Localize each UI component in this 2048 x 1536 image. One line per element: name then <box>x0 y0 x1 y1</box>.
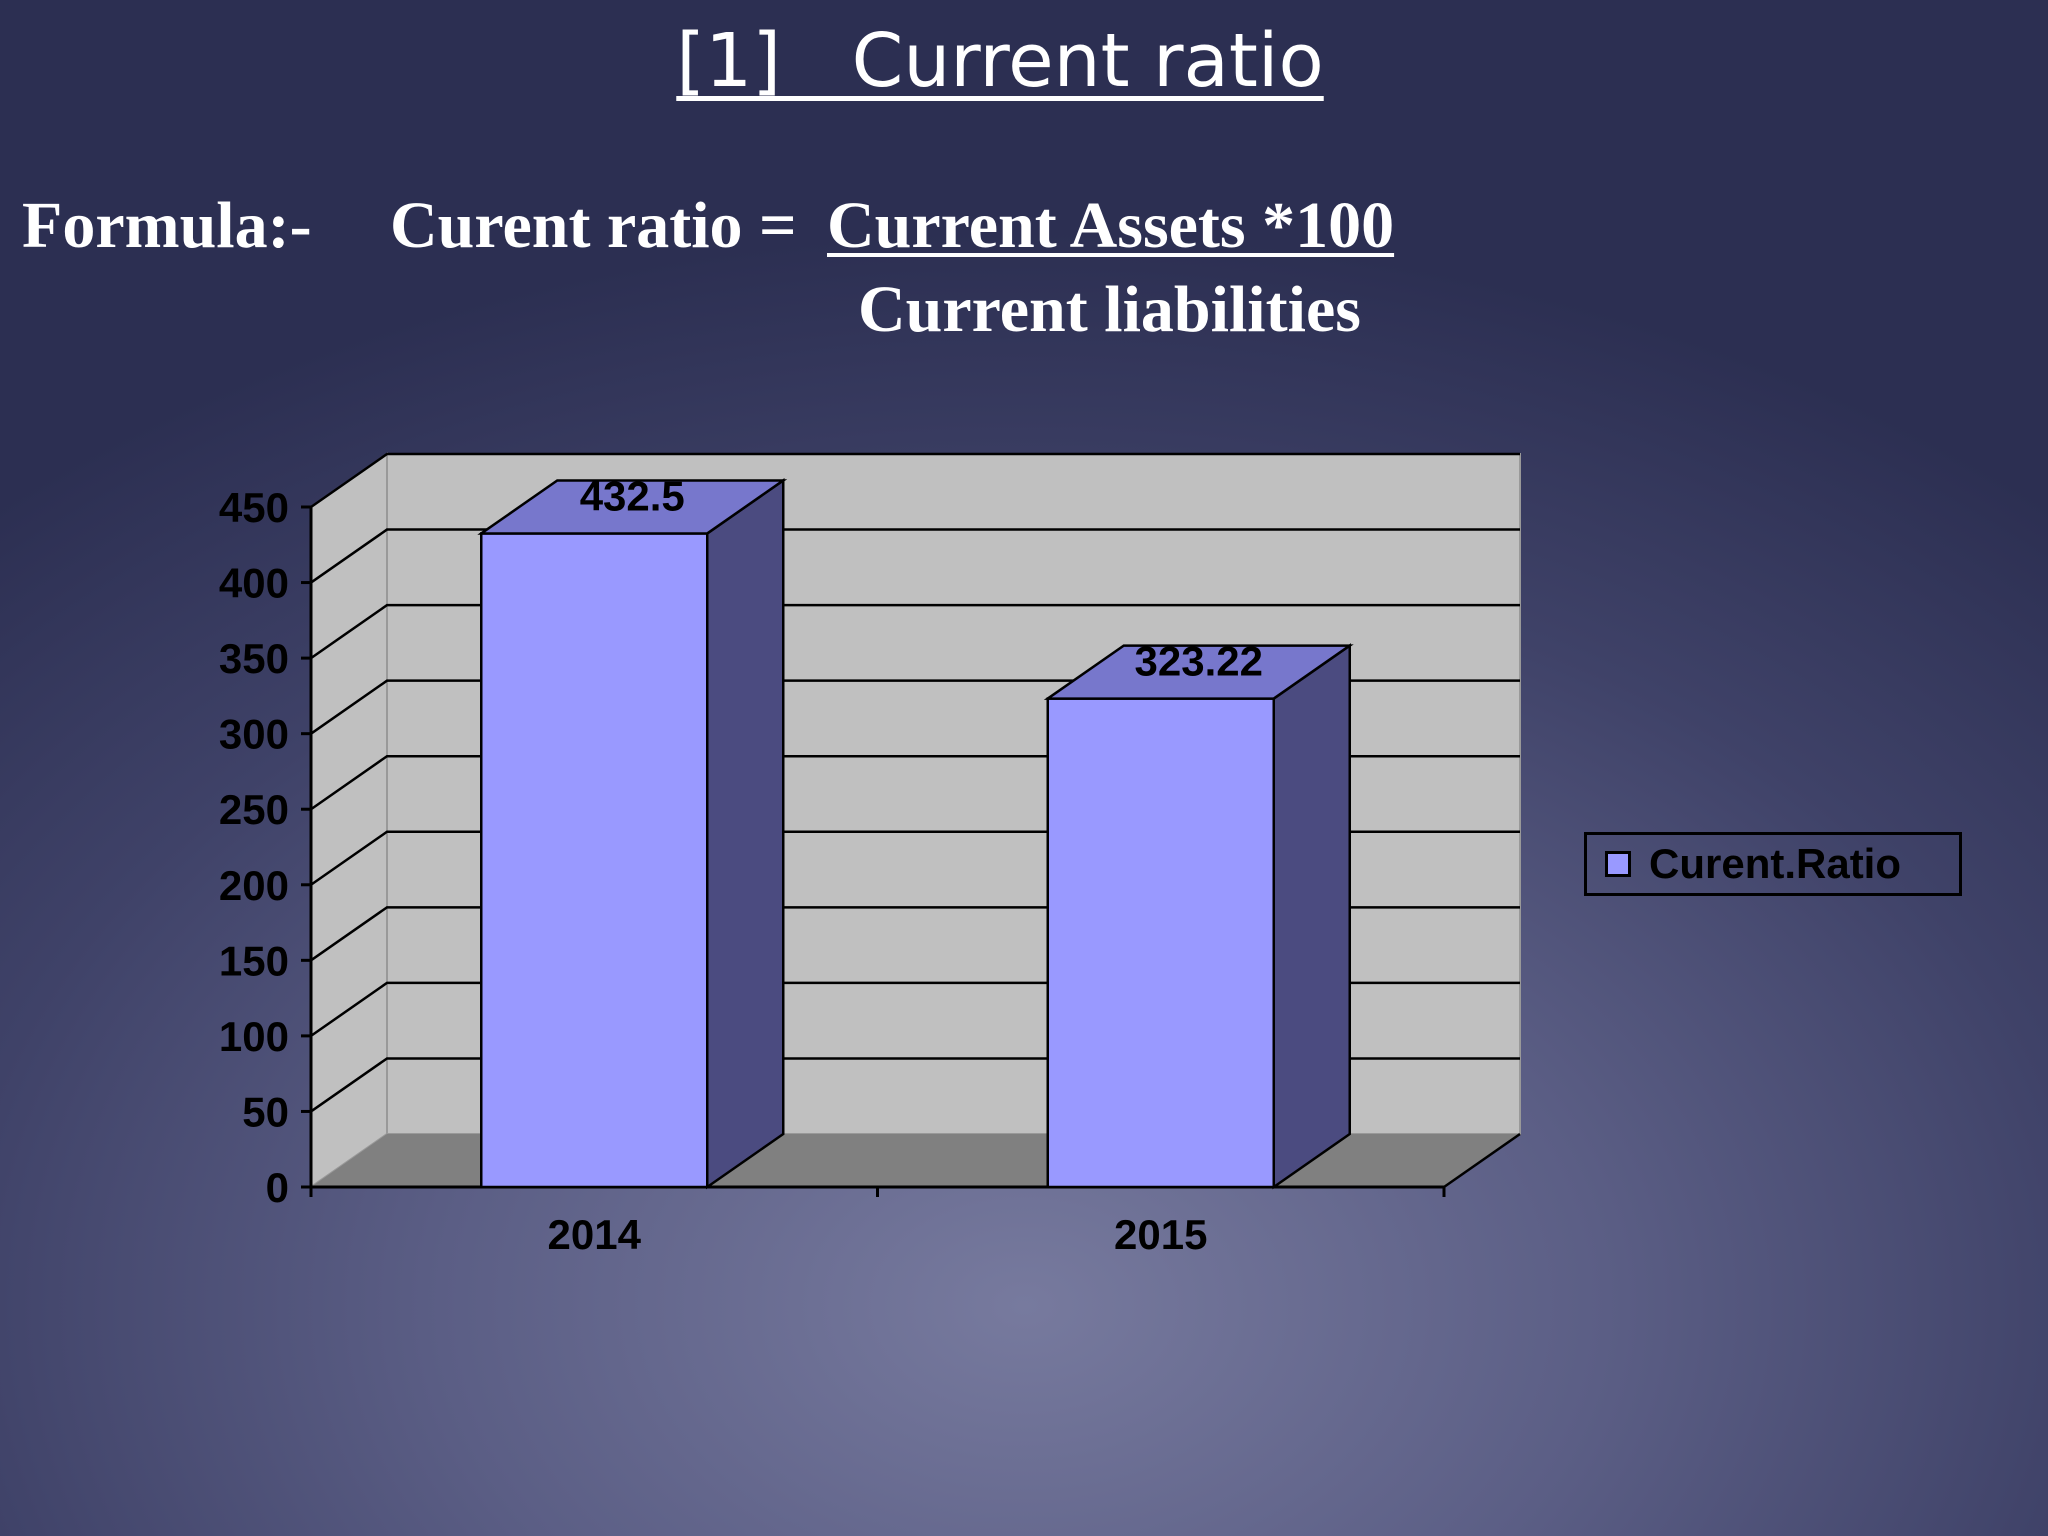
y-tick-label: 50 <box>242 1088 289 1135</box>
formula-lhs: Curent ratio = <box>390 189 814 262</box>
y-tick-label: 350 <box>219 635 289 682</box>
floor-edge-line <box>1443 1132 1521 1189</box>
formula-denominator: Current liabilities <box>858 273 1361 346</box>
y-tick-label: 100 <box>219 1013 289 1060</box>
y-tick-label: 200 <box>219 862 289 909</box>
y-tick-label: 400 <box>219 560 289 607</box>
slide-title: [1] Current ratio <box>676 18 1324 104</box>
bar-value-label: 432.5 <box>580 472 685 519</box>
bar-top <box>1043 644 1354 700</box>
y-tick-label: 250 <box>219 786 289 833</box>
bar-side <box>1272 643 1351 1190</box>
gridline <box>310 528 1520 584</box>
legend-swatch <box>1605 851 1631 877</box>
bar-front <box>1046 697 1275 1189</box>
gridline <box>310 452 1520 509</box>
formula-numerator: Current Assets *100 <box>827 189 1395 262</box>
bar-value-label: 323.22 <box>1135 638 1263 685</box>
bar-top <box>477 479 788 535</box>
bar-side <box>706 478 785 1190</box>
chart-legend: Curent.Ratio <box>1584 832 1962 896</box>
chart-side-wall <box>310 452 388 1189</box>
legend-label: Curent.Ratio <box>1649 840 1901 887</box>
x-category-label: 2015 <box>1114 1211 1207 1258</box>
y-tick-label: 450 <box>219 484 289 531</box>
x-category-label: 2014 <box>548 1211 642 1258</box>
formula-label: Formula:- <box>22 189 312 262</box>
bar-front <box>480 532 709 1189</box>
y-tick-label: 150 <box>219 937 289 984</box>
y-tick-label: 300 <box>219 711 289 758</box>
y-tick-label: 0 <box>266 1164 289 1211</box>
gridline <box>310 603 1520 660</box>
